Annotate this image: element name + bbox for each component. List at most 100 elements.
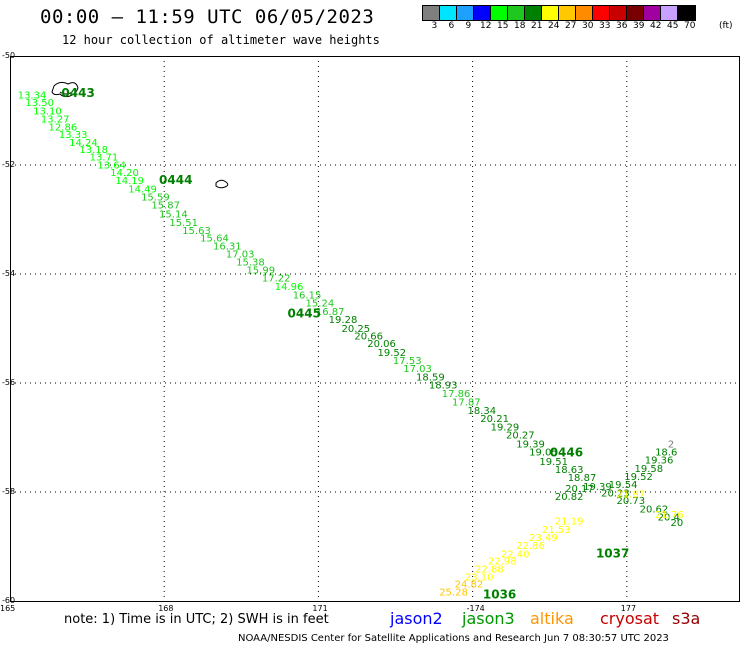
wave-height-label: 2: [668, 439, 674, 450]
wave-height-label: 12.86: [49, 123, 78, 134]
wave-height-label: 15.51: [169, 218, 198, 229]
wave-height-label: 20.62: [640, 505, 669, 516]
legend-swatch: [610, 6, 627, 20]
wave-height-label: 19.39: [583, 482, 612, 493]
pass-time-label: 1036: [483, 587, 516, 601]
latitude-label: -52: [2, 160, 16, 169]
wave-height-label: 17.03: [226, 250, 255, 261]
wave-height-label: 14.24: [69, 138, 98, 149]
wave-height-label: 15.99: [246, 265, 275, 276]
legend-swatch: [661, 6, 678, 20]
legend-tick-label: 33: [599, 21, 611, 31]
satellite-legend-s3a: s3a: [672, 609, 701, 628]
legend-tick-label: 3: [431, 21, 438, 31]
legend-swatch: [440, 6, 457, 20]
pass-time-label: 0444: [159, 173, 192, 187]
longitude-label: 171: [312, 604, 328, 613]
legend-tick-label: 18: [514, 21, 526, 31]
wave-height-label: 19.39: [516, 439, 545, 450]
legend-swatch: [559, 6, 576, 20]
legend-tick-label: 21: [531, 21, 543, 31]
wave-height-label: 15.87: [151, 201, 180, 212]
wave-height-label: 20: [670, 518, 683, 529]
wave-height-label: 13.33: [59, 130, 88, 141]
wave-height-label: 13.50: [25, 98, 54, 109]
wave-height-label: 15.14: [159, 209, 188, 220]
wave-height-label: 14.19: [115, 176, 144, 187]
wave-height-label: 13.18: [79, 145, 108, 156]
latitude-label: -54: [2, 269, 16, 278]
legend-unit-label: (ft): [719, 21, 733, 31]
wave-height-label: 18.6: [655, 447, 677, 458]
wave-height-label: 24.82: [455, 579, 484, 590]
wave-height-label: 20.4: [658, 512, 680, 523]
pass-time-label: 0446: [550, 446, 583, 460]
wave-height-label: 20.73: [617, 496, 646, 507]
wave-height-label: 19.52: [378, 348, 407, 359]
credit-footer: NOAA/NESDIS Center for Satellite Applica…: [238, 633, 669, 644]
legend-tick-label: 15: [497, 21, 509, 31]
wave-height-label: 19.54: [609, 480, 638, 491]
wave-height-label: 19.52: [624, 472, 653, 483]
wave-height-label: 13.10: [33, 106, 62, 117]
satellite-legend-jason2: jason2: [390, 609, 443, 628]
wave-height-label: 15.64: [200, 233, 229, 244]
island-outline: [51, 81, 79, 98]
wave-height-label: 18.63: [555, 465, 584, 476]
legend-swatch: [423, 6, 440, 20]
legend-tick-label: 70: [684, 21, 696, 31]
pass-time-label: 1037: [596, 546, 629, 560]
legend-tick-label: 12: [480, 21, 492, 31]
legend-tick-label: 6: [448, 21, 455, 31]
legend-swatch: [474, 6, 491, 20]
legend-tick-label: 42: [650, 21, 662, 31]
wave-height-label: 18.59: [416, 372, 445, 383]
wave-height-label: 20.06: [367, 339, 396, 350]
wave-height-label: 19.28: [329, 315, 358, 326]
wave-height-label: 15.24: [306, 299, 335, 310]
wave-height-label: 18.34: [467, 406, 496, 417]
map-title: 00:00 – 11:59 UTC 06/05/2023: [40, 6, 375, 28]
longitude-label: 165: [0, 604, 16, 613]
wave-height-label: 13.71: [90, 153, 119, 164]
wave-height-label: 22.40: [501, 549, 530, 560]
legend-swatch: [525, 6, 542, 20]
longitude-label: -174: [466, 604, 485, 613]
wave-height-label: 13.27: [41, 114, 70, 125]
legend-swatch: [627, 6, 644, 20]
latitude-label: -50: [2, 51, 16, 60]
plot-frame: [10, 56, 740, 602]
legend-swatch: [593, 6, 610, 20]
wave-height-label: 14.96: [275, 282, 304, 293]
legend-swatch: [542, 6, 559, 20]
legend-swatch: [678, 6, 695, 20]
units-note: note: 1) Time is in UTC; 2) SWH is in fe…: [64, 612, 329, 627]
legend-swatch: [491, 6, 508, 20]
wave-height-label: 25.28: [439, 588, 468, 599]
wave-height-label: 22.88: [475, 565, 504, 576]
longitude-label: 168: [158, 604, 174, 613]
legend-tick-label: 24: [548, 21, 560, 31]
wave-height-label: 19.05: [529, 447, 558, 458]
wave-height-label: 14.20: [110, 168, 139, 179]
altimeter-map-plot: 13.34 13.50 13.10 13.27 12.86 13.33 14.24 13.18…: [10, 56, 740, 602]
latitude-label: -60: [2, 596, 16, 605]
satellite-legend-jason3: jason3: [462, 609, 515, 628]
altimeter-map-svg: 13.3413.5013.1013.2712.8613.3314.2413.18…: [10, 56, 740, 602]
wave-height-label: 14.49: [128, 184, 157, 195]
wave-height-label: 18.93: [429, 380, 458, 391]
legend-swatch: [508, 6, 525, 20]
wave-height-label: 17.86: [442, 389, 471, 400]
wave-height-label: 19.58: [635, 464, 664, 475]
wave-height-label: 19.29: [491, 422, 520, 433]
wave-height-label: 20.21: [480, 414, 509, 425]
wave-height-label: 22.98: [488, 556, 517, 567]
legend-tick-label: 30: [582, 21, 594, 31]
wave-height-label: 20.25: [342, 324, 371, 335]
legend-tick-label: 36: [616, 21, 628, 31]
wave-height-label: 20.23: [601, 488, 630, 499]
wave-height-label: 17.53: [393, 356, 422, 367]
wave-height-label: 19.51: [539, 457, 568, 468]
legend-swatch: [576, 6, 593, 20]
wave-height-label: 13.64: [97, 160, 126, 171]
